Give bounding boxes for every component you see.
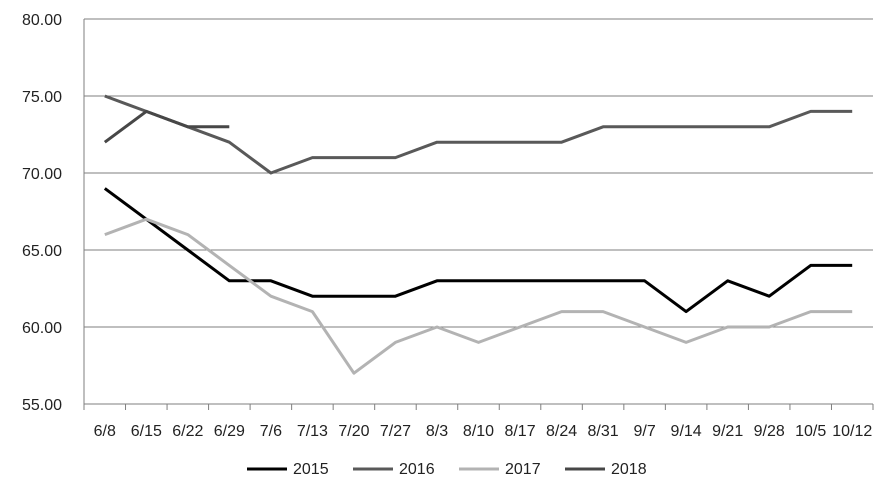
y-tick-label: 55.00 <box>22 397 62 414</box>
x-tick-label: 9/28 <box>754 423 785 440</box>
axes <box>83 19 873 405</box>
legend-label-2018: 2018 <box>611 461 647 478</box>
x-tick-label: 8/24 <box>546 423 577 440</box>
series-line-2016 <box>104 94 853 175</box>
series-lines <box>103 94 853 375</box>
series-line-2017 <box>104 217 853 375</box>
series-line-2018 <box>103 109 230 144</box>
x-tick-label: 9/14 <box>671 423 702 440</box>
x-tick-label: 6/15 <box>131 423 162 440</box>
y-tick-label: 60.00 <box>22 320 62 337</box>
y-tick-labels: 55.00 60.00 65.00 70.00 75.00 80.00 <box>22 12 62 414</box>
x-tick-label: 9/7 <box>633 423 655 440</box>
x-tick-label: 7/6 <box>260 423 282 440</box>
y-tick-label: 70.00 <box>22 166 62 183</box>
x-tick-label: 8/10 <box>463 423 494 440</box>
x-tick-label: 9/21 <box>712 423 743 440</box>
x-tick-label: 8/31 <box>588 423 619 440</box>
x-tick-label: 10/12 <box>832 423 872 440</box>
legend: 2015 2016 2017 2018 <box>247 461 647 478</box>
x-tick-label: 8/17 <box>504 423 535 440</box>
x-tick-label: 7/13 <box>297 423 328 440</box>
x-tick-label: 10/5 <box>795 423 826 440</box>
x-tick-label: 7/20 <box>338 423 369 440</box>
x-tick-label: 7/27 <box>380 423 411 440</box>
x-tick-label: 6/29 <box>214 423 245 440</box>
x-tick-label: 6/22 <box>172 423 203 440</box>
y-tick-label: 75.00 <box>22 89 62 106</box>
legend-label-2017: 2017 <box>505 461 541 478</box>
y-tick-label: 65.00 <box>22 243 62 260</box>
series-line-2015 <box>103 187 853 314</box>
y-tick-label: 80.00 <box>22 12 62 29</box>
legend-label-2015: 2015 <box>293 461 329 478</box>
x-tick-label: 8/3 <box>426 423 448 440</box>
legend-label-2016: 2016 <box>399 461 435 478</box>
x-tick-label: 6/8 <box>94 423 116 440</box>
x-tick-labels: 6/8 6/15 6/22 6/29 7/6 7/13 7/20 7/27 8/3 8/10 8/1… <box>83 404 874 440</box>
